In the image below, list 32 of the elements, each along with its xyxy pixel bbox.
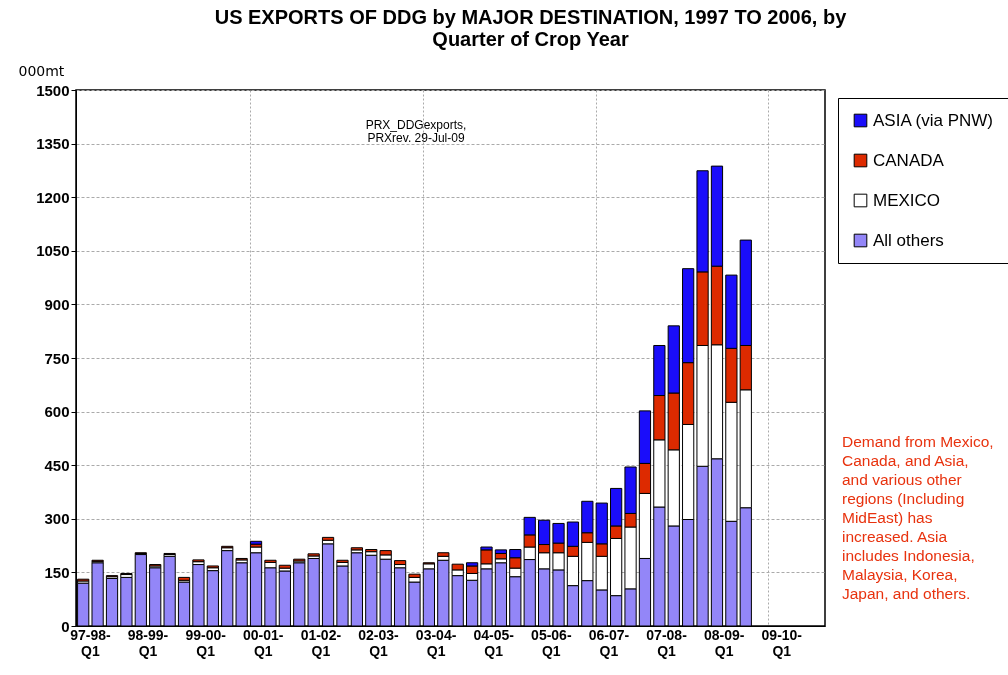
- y-tick-label: 600: [44, 403, 70, 421]
- y-tick-label: 0: [61, 617, 70, 635]
- y-tick-label: 1500: [36, 81, 70, 99]
- x-tick-label: 09-10-Q1: [761, 626, 803, 659]
- y-tick-label: 1350: [36, 135, 70, 153]
- x-tick-label: 04-05-Q1: [473, 626, 515, 659]
- x-tick-label: 08-09-Q1: [703, 626, 745, 659]
- y-tick-label: 1200: [36, 188, 70, 206]
- legend-label: CANADA: [873, 150, 945, 170]
- y-tick-label: 1050: [36, 242, 70, 260]
- legend-label: ASIA (via PNW): [873, 110, 993, 130]
- y-axis-title: 000mt: [18, 62, 65, 79]
- y-tick-label: 900: [44, 295, 70, 313]
- x-tick-label: 97-98-Q1: [70, 626, 111, 659]
- x-tick-label: 99-00-Q1: [185, 626, 227, 659]
- annotation: PRX_DDGexports, PRXrev. 29-Jul-09: [365, 118, 467, 145]
- x-tick-label: 00-01-Q1: [243, 626, 284, 659]
- chart-title: US EXPORTS OF DDG by MAJOR DESTINATION, 1997 TO 2006, by Quarter of Crop Year: [214, 6, 848, 50]
- x-tick-label: 07-08-Q1: [646, 626, 688, 659]
- x-tick-label: 02-03-Q1: [358, 626, 400, 659]
- x-tick-label: 06-07-Q1: [588, 626, 630, 659]
- y-tick-label: 300: [44, 510, 70, 528]
- x-tick-label: 98-99-Q1: [127, 626, 169, 659]
- text: Demand from Mexico, Canada, and Asia, and various other regions (Including MidEast) has increased. Asia includes Indonesia, Malaysia, Korea, Japan, and others.: [842, 433, 994, 602]
- y-tick-label: 450: [44, 456, 70, 474]
- y-tick-label: 150: [44, 563, 70, 581]
- y-tick-label: 750: [44, 349, 70, 367]
- x-tick-label: 01-02-Q1: [300, 626, 342, 659]
- legend-label: All others: [873, 230, 944, 250]
- legend-label: MEXICO: [873, 190, 941, 210]
- x-tick-label: 05-06-Q1: [531, 626, 572, 659]
- x-tick-label: 03-04-Q1: [415, 626, 457, 659]
